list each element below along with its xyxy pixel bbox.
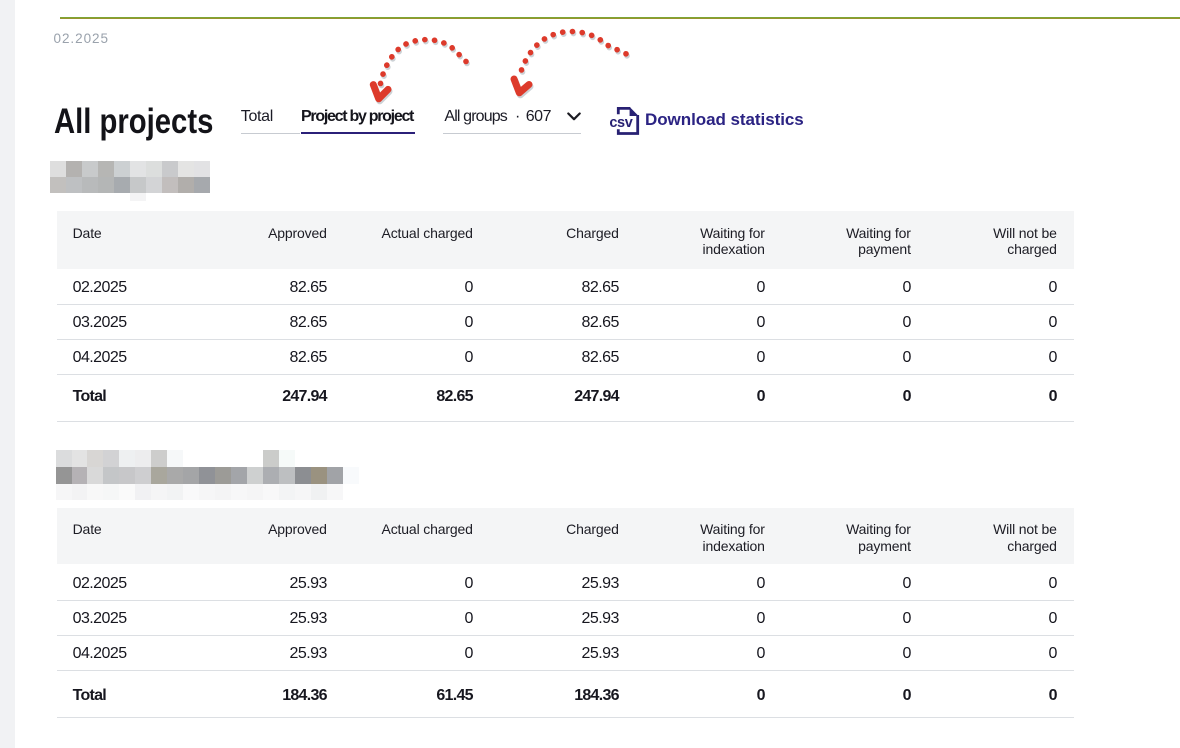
svg-text:csv: csv (609, 115, 632, 131)
